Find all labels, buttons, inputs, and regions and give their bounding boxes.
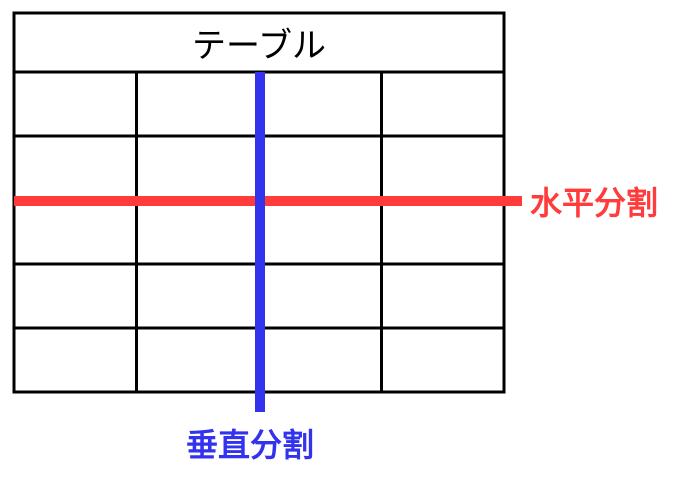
table-title: テーブル (192, 26, 326, 66)
vertical-split-label: 垂直分割 (186, 426, 315, 464)
horizontal-split-label: 水平分割 (530, 184, 659, 222)
